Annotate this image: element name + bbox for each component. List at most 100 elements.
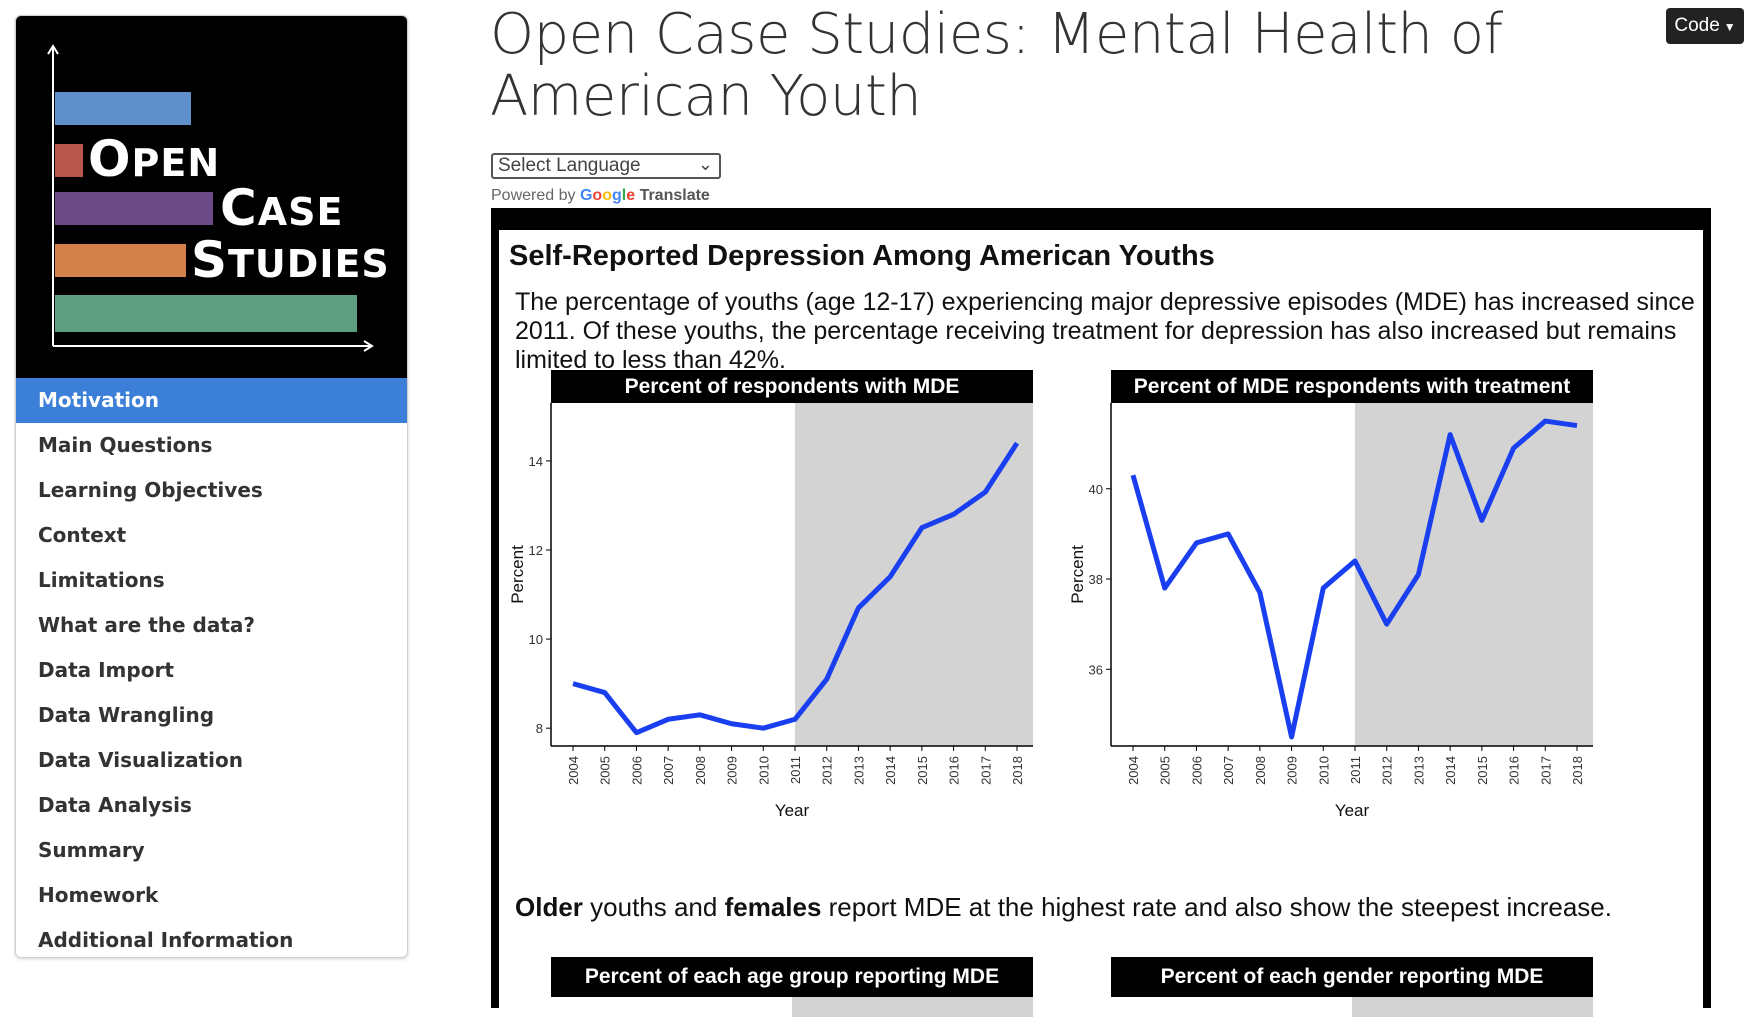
sidebar-item-learning-objectives[interactable]: Learning Objectives — [16, 468, 407, 513]
chart-y-tick-label: 10 — [529, 632, 543, 647]
chart-x-tick-label: 2008 — [1253, 756, 1268, 785]
chart-y-tick-label: 12 — [529, 543, 543, 558]
bottom-chart-shaded-region — [792, 997, 1033, 1017]
chart-title: Percent of MDE respondents with treatmen… — [1134, 375, 1570, 398]
sidebar-item-what-are-the-data[interactable]: What are the data? — [16, 603, 407, 648]
sidebar-item-additional-information[interactable]: Additional Information — [16, 918, 407, 958]
open-case-studies-logo[interactable]: OPEN CASE STUDIES — [16, 16, 407, 378]
chart-title: Percent of respondents with MDE — [625, 375, 960, 398]
google-letter: e — [626, 187, 635, 204]
chart-x-tick-label: 2016 — [1507, 756, 1522, 785]
chart-x-tick-label: 2006 — [1189, 756, 1204, 785]
google-letter: o — [602, 187, 612, 204]
chart-x-axis-label: Year — [1335, 801, 1370, 820]
chart-shaded-region — [795, 403, 1033, 746]
bottom-chart-title: Percent of each gender reporting MDE — [1161, 965, 1544, 988]
chart-y-tick-label: 14 — [529, 454, 543, 469]
chart-x-tick-label: 2006 — [629, 756, 644, 785]
bottom-chart-shaded-region — [1352, 997, 1593, 1017]
google-logo[interactable]: Google — [580, 187, 635, 204]
infographic-finding: Older youths and females report MDE at t… — [515, 892, 1612, 923]
translate-link[interactable]: Translate — [640, 187, 710, 204]
sidebar-item-main-questions[interactable]: Main Questions — [16, 423, 407, 468]
logo-bar-1 — [55, 92, 191, 125]
logo-word-cap: O — [88, 130, 132, 188]
chart-x-tick-label: 2008 — [693, 756, 708, 785]
google-letter: g — [612, 187, 622, 204]
logo-word-rest: TUDIES — [228, 242, 390, 286]
sidebar-item-data-import[interactable]: Data Import — [16, 648, 407, 693]
chart-x-tick-label: 2014 — [1443, 756, 1458, 785]
chart-x-tick-label: 2013 — [1411, 756, 1426, 785]
chart-y-axis-label: Percent — [508, 545, 527, 604]
logo-bar-5 — [55, 295, 357, 332]
chart-shaded-region — [1355, 403, 1593, 746]
logo-word-studies: STUDIES — [191, 231, 390, 289]
chart-x-tick-label: 2016 — [947, 756, 962, 785]
caret-down-icon: ▼ — [1724, 20, 1736, 34]
logo-word-cap: C — [220, 179, 258, 237]
infographic-description: The percentage of youths (age 12-17) exp… — [515, 288, 1700, 375]
chart-x-tick-label: 2011 — [1348, 756, 1363, 784]
chart-x-tick-label: 2015 — [915, 756, 930, 785]
logo-word-case: CASE — [220, 179, 343, 237]
sidebar-item-homework[interactable]: Homework — [16, 873, 407, 918]
chart-x-tick-label: 2017 — [978, 756, 993, 785]
chart-x-tick-label: 2004 — [566, 756, 581, 785]
chart-x-tick-label: 2014 — [883, 756, 898, 785]
sidebar-item-motivation[interactable]: Motivation — [16, 378, 407, 423]
code-dropdown-button[interactable]: Code ▼ — [1666, 8, 1744, 44]
chart-x-tick-label: 2012 — [1380, 756, 1395, 785]
logo-word-rest: ASE — [258, 190, 344, 234]
chart-y-tick-label: 40 — [1089, 482, 1103, 497]
chart-x-tick-label: 2015 — [1475, 756, 1490, 785]
chart-mde-treatment: Percent of MDE respondents with treatmen… — [1059, 370, 1619, 820]
language-select-value: Select Language — [498, 155, 641, 176]
bottom-chart-title: Percent of each age group reporting MDE — [585, 965, 999, 988]
chart-x-tick-label: 2011 — [788, 756, 803, 784]
chevron-down-icon: ⌄ — [698, 153, 713, 175]
chart-x-tick-label: 2005 — [598, 756, 613, 785]
chart-mde-percent: Percent of respondents with MDE810121420… — [499, 370, 1059, 820]
chart-x-tick-label: 2018 — [1570, 756, 1585, 785]
logo-word-open: OPEN — [88, 130, 220, 188]
emphasis-older: Older — [515, 892, 583, 922]
sidebar-item-context[interactable]: Context — [16, 513, 407, 558]
language-select[interactable]: Select Language ⌄ — [491, 153, 721, 179]
finding-text-2: report MDE at the highest rate and also … — [821, 892, 1612, 922]
chart-x-tick-label: 2005 — [1158, 756, 1173, 785]
logo-word-rest: PEN — [132, 141, 221, 185]
sidebar-item-summary[interactable]: Summary — [16, 828, 407, 873]
google-letter: G — [580, 187, 592, 204]
chart-x-tick-label: 2013 — [851, 756, 866, 785]
google-letter: o — [592, 187, 602, 204]
finding-text-1: youths and — [583, 892, 725, 922]
chart-x-tick-label: 2017 — [1538, 756, 1553, 785]
chart-x-tick-label: 2009 — [725, 756, 740, 785]
chart-y-tick-label: 36 — [1089, 662, 1103, 677]
chart-x-tick-label: 2018 — [1010, 756, 1025, 785]
chart-x-tick-label: 2004 — [1126, 756, 1141, 785]
infographic-title: Self-Reported Depression Among American … — [509, 240, 1215, 273]
chart-x-tick-label: 2007 — [661, 756, 676, 785]
chart-x-tick-label: 2009 — [1285, 756, 1300, 785]
sidebar-item-data-analysis[interactable]: Data Analysis — [16, 783, 407, 828]
chart-x-tick-label: 2010 — [756, 756, 771, 785]
powered-by-google-translate: Powered by Google Translate — [491, 187, 710, 205]
logo-word-cap: S — [191, 231, 228, 289]
depression-infographic: Self-Reported Depression Among American … — [491, 208, 1711, 1008]
chart-y-axis-label: Percent — [1068, 545, 1087, 604]
page-title: Open Case Studies: Mental Health of Amer… — [490, 4, 1590, 128]
chart-x-tick-label: 2010 — [1316, 756, 1331, 785]
sidebar-item-data-visualization[interactable]: Data Visualization — [16, 738, 407, 783]
sidebar-item-limitations[interactable]: Limitations — [16, 558, 407, 603]
sidebar-item-data-wrangling[interactable]: Data Wrangling — [16, 693, 407, 738]
logo-bar-4 — [55, 244, 186, 277]
emphasis-females: females — [725, 892, 822, 922]
bottom-chart-headers: Percent of each age group reporting MDE P… — [499, 957, 1703, 1017]
code-button-label: Code — [1674, 15, 1719, 36]
logo-bar-2 — [55, 144, 83, 177]
chart-x-axis-label: Year — [775, 801, 810, 820]
